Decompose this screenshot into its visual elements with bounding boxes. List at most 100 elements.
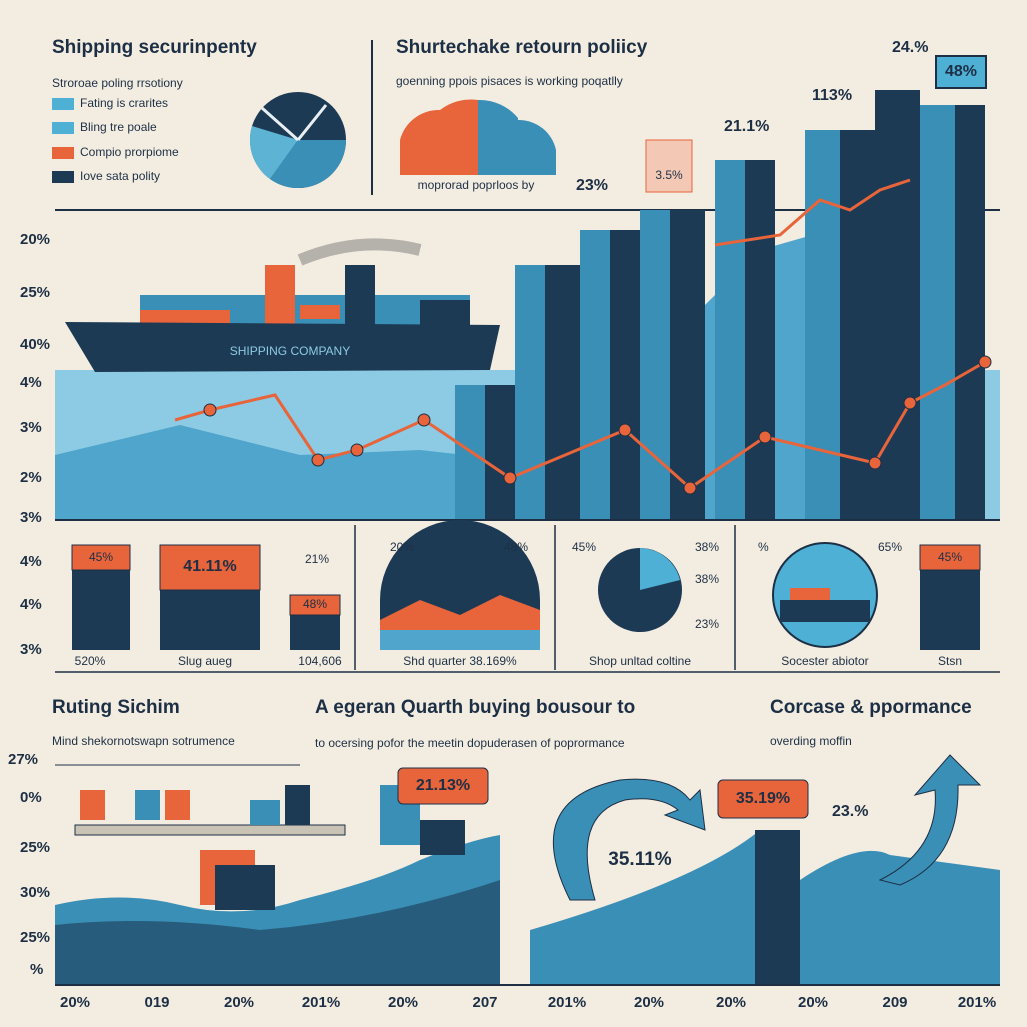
legend-item: Iove sata polity: [80, 169, 160, 183]
value-label: 65%: [878, 540, 902, 554]
semicircle-icon: [400, 99, 556, 175]
subtitle: to ocersing pofor the meetin dopuderasen…: [315, 736, 625, 750]
legend-swatch: [52, 98, 74, 110]
x-label: 20%: [634, 994, 664, 1011]
value-label: 38%: [695, 572, 719, 586]
pie-slice: [640, 548, 680, 590]
value-label: 45%: [938, 550, 962, 564]
y-label: %: [30, 961, 43, 978]
x-label: 20%: [224, 994, 254, 1011]
value-label: 23%: [695, 617, 719, 631]
pie-icon: [249, 92, 346, 189]
arrow: [552, 778, 706, 901]
x-labels: 20% 019 20% 201% 20% 207 201% 20% 20% 20% 209 201%: [60, 994, 996, 1011]
legend-item: Compio prorpiome: [80, 145, 179, 159]
value-label: 48%: [303, 597, 327, 611]
y-label: 25%: [20, 929, 50, 946]
value-label: 21.13%: [416, 777, 470, 794]
title: Ruting Sichim: [52, 697, 180, 718]
trend-line: [174, 360, 986, 490]
panel-bar: [72, 570, 130, 650]
y-label: 3%: [20, 641, 42, 658]
panel-dividers: [55, 525, 1000, 673]
panel-bar: [920, 570, 980, 650]
title: Corcase & ppormance: [770, 697, 972, 718]
value-label: 113%: [812, 87, 852, 104]
area: [800, 850, 1000, 985]
legend-swatch: [52, 147, 74, 159]
y-label: 25%: [20, 839, 50, 856]
label-box: [397, 767, 489, 805]
area: [55, 880, 500, 985]
y-label: 0%: [20, 789, 42, 806]
y-label: 2%: [20, 469, 42, 486]
caption: 520%: [75, 654, 106, 668]
trend-line: [714, 178, 911, 247]
bar: [755, 830, 800, 985]
subtitle: goenning ppois pisaces is working poqatl…: [396, 74, 623, 88]
caption: moprorad poprloos by: [418, 178, 535, 192]
x-label: 207: [472, 994, 497, 1011]
title: Shurtechake retourn poliicy: [396, 37, 648, 58]
value-label: 24.%: [892, 39, 928, 56]
value-label: 20%: [390, 540, 414, 554]
value-label: 45%: [572, 540, 596, 554]
x-label: 201%: [958, 994, 996, 1011]
caption: Socester abiotor: [781, 654, 868, 668]
caption: Shop unltad coltine: [589, 654, 691, 668]
x-label: 20%: [60, 994, 90, 1011]
value-label: 41.11%: [183, 558, 236, 575]
value-label: 23%: [576, 177, 608, 194]
port-crane: [74, 785, 465, 910]
caption: Stsn: [938, 654, 962, 668]
dome-wave: [380, 630, 540, 650]
y-label: 40%: [20, 336, 50, 353]
value-label: 23.%: [832, 803, 868, 820]
area: [530, 830, 800, 985]
label-box: [645, 139, 693, 193]
value-label: 35.19%: [736, 790, 790, 807]
y-label: 4%: [20, 374, 42, 391]
value-label: 45%: [89, 550, 113, 564]
x-label: 209: [882, 994, 907, 1011]
x-label: 20%: [716, 994, 746, 1011]
subtitle: Mind shekornotswapn sotrumence: [52, 734, 235, 748]
y-label: 4%: [20, 596, 42, 613]
trend-points: [203, 355, 992, 495]
arrow: [878, 754, 982, 886]
x-label: 20%: [388, 994, 418, 1011]
y-label: 27%: [8, 751, 38, 768]
y-label: 3%: [20, 509, 42, 526]
value-label: 48%: [504, 540, 528, 554]
value-label: 21.1%: [724, 118, 769, 135]
title: A egeran Quarth buying bousour to: [315, 697, 635, 718]
legend-item: Bling tre poale: [80, 120, 157, 134]
caption: 104,606: [298, 654, 342, 668]
label-box: [919, 544, 981, 571]
y-label: 20%: [20, 231, 50, 248]
subtitle: Stroroae poling rrsotiony: [52, 76, 183, 90]
legend-item: Fating is crarites: [80, 96, 168, 110]
label-box: [159, 544, 261, 591]
y-label: 4%: [20, 553, 42, 570]
label-box: [717, 779, 809, 819]
ship-text: SHIPPING COMPANY: [230, 344, 350, 358]
label-box: [935, 55, 987, 89]
x-label: 201%: [548, 994, 586, 1011]
ship-icon: [790, 588, 830, 600]
x-label: 201%: [302, 994, 340, 1011]
caption: Shd quarter 38.169%: [403, 654, 517, 668]
label-box: [289, 594, 341, 616]
value-label: 35.11%: [608, 849, 671, 870]
caption: Slug aueg: [178, 654, 232, 668]
ship: [65, 238, 500, 372]
x-label: 20%: [798, 994, 828, 1011]
x-label: 019: [144, 994, 169, 1011]
title: Shipping securinpenty: [52, 37, 257, 58]
legend-swatch: [52, 171, 74, 183]
value-label: 21%: [305, 552, 329, 566]
y-label: 25%: [20, 284, 50, 301]
panel-bar: [290, 615, 340, 650]
label-box: [71, 544, 131, 571]
value-label: 38%: [695, 540, 719, 554]
